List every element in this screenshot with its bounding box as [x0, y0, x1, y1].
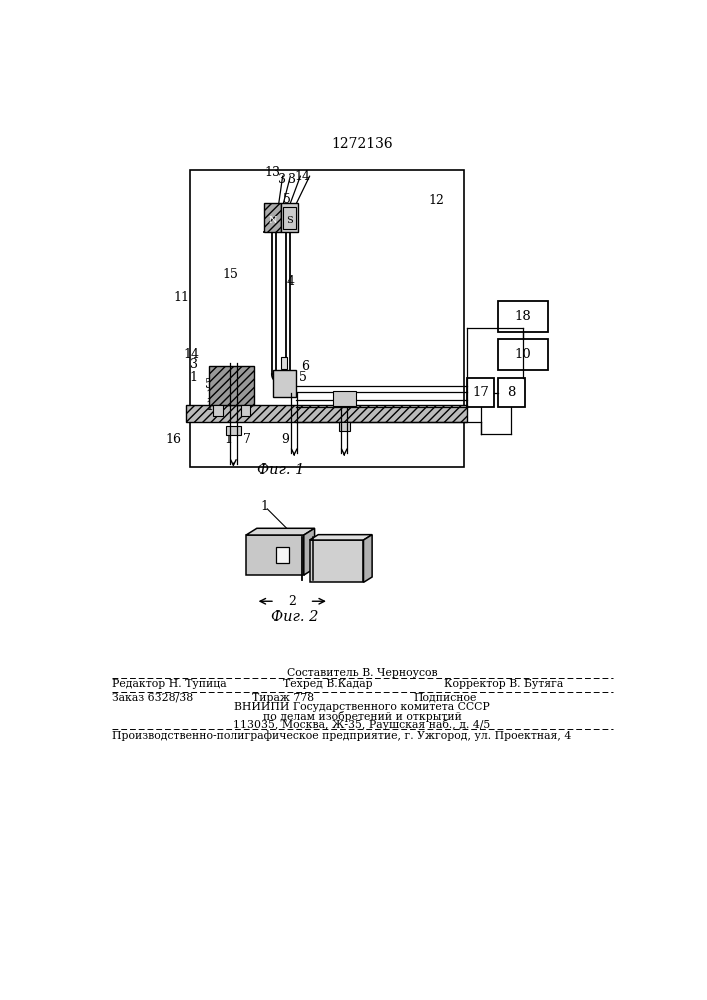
Text: 1: 1	[189, 371, 197, 384]
Text: ВНИИПИ Государственного комитета СССР: ВНИИПИ Государственного комитета СССР	[234, 702, 490, 712]
Text: 14: 14	[184, 348, 200, 361]
Bar	[273, 370, 296, 397]
Text: 5: 5	[300, 371, 308, 384]
Bar	[241, 405, 250, 416]
Bar	[281, 203, 298, 232]
Text: 5: 5	[283, 193, 291, 206]
Text: 18: 18	[515, 310, 531, 323]
Text: 17: 17	[472, 386, 489, 399]
Text: Заказ 6328/38: Заказ 6328/38	[112, 693, 193, 703]
Text: 13: 13	[264, 166, 281, 179]
Bar	[276, 547, 288, 563]
Text: Тираж 778: Тираж 778	[252, 693, 314, 703]
Text: Фиг. 2: Фиг. 2	[271, 610, 318, 624]
Text: 3: 3	[288, 173, 296, 186]
Polygon shape	[246, 528, 315, 535]
Text: 15: 15	[206, 389, 221, 402]
Text: S: S	[213, 368, 221, 381]
Polygon shape	[310, 535, 372, 540]
Polygon shape	[310, 540, 363, 582]
Text: Производственно-полиграфическое предприятие, г. Ужгород, ул. Проектная, 4: Производственно-полиграфическое предприя…	[112, 730, 571, 741]
Bar	[339, 422, 350, 431]
Text: 4: 4	[286, 275, 294, 288]
Text: Составитель В. Черноусов: Составитель В. Черноусов	[286, 668, 437, 678]
Text: 10: 10	[515, 348, 531, 361]
Text: 14: 14	[295, 170, 310, 183]
Text: 16: 16	[165, 433, 181, 446]
Bar	[498, 339, 549, 370]
Bar	[226, 426, 241, 435]
Text: 7: 7	[243, 433, 250, 446]
Polygon shape	[246, 535, 304, 575]
Text: 1: 1	[261, 500, 269, 513]
Bar	[209, 366, 254, 405]
Bar	[214, 405, 223, 416]
Text: 6: 6	[301, 360, 309, 373]
Bar	[333, 391, 356, 406]
Text: 11: 11	[173, 291, 189, 304]
Text: Фиг. 1: Фиг. 1	[257, 463, 305, 477]
Polygon shape	[304, 528, 315, 575]
Text: Корректор В. Бутяга: Корректор В. Бутяга	[444, 679, 563, 689]
Bar	[498, 378, 525, 407]
Text: 15: 15	[222, 267, 238, 280]
Bar	[264, 203, 281, 232]
Text: по делам изобретений и открытий: по делам изобретений и открытий	[262, 711, 462, 722]
Text: 113035, Москва, Ж-35, Раушская наб., д. 4/5: 113035, Москва, Ж-35, Раушская наб., д. …	[233, 719, 491, 730]
Text: 1272136: 1272136	[331, 137, 393, 151]
Text: 3: 3	[190, 358, 198, 371]
Text: Техред В.Кадар: Техред В.Кадар	[283, 679, 373, 689]
Bar	[187, 405, 467, 422]
Bar	[467, 378, 494, 407]
Bar	[190, 170, 464, 466]
Text: 9: 9	[281, 433, 289, 446]
Text: 12: 12	[428, 194, 445, 207]
Bar	[498, 301, 549, 332]
Bar	[284, 207, 296, 229]
Text: S: S	[286, 216, 293, 225]
Text: Подписное: Подписное	[414, 693, 477, 703]
Bar	[281, 357, 287, 369]
Polygon shape	[363, 535, 372, 582]
Text: 2: 2	[288, 595, 296, 608]
Text: 8: 8	[507, 386, 515, 399]
Text: 1: 1	[225, 433, 233, 446]
Text: 13: 13	[205, 400, 221, 413]
Text: N: N	[269, 216, 277, 225]
Text: 5: 5	[205, 378, 213, 391]
Text: Редактор Н. Тупица: Редактор Н. Тупица	[112, 679, 226, 689]
Text: 3: 3	[278, 173, 286, 186]
